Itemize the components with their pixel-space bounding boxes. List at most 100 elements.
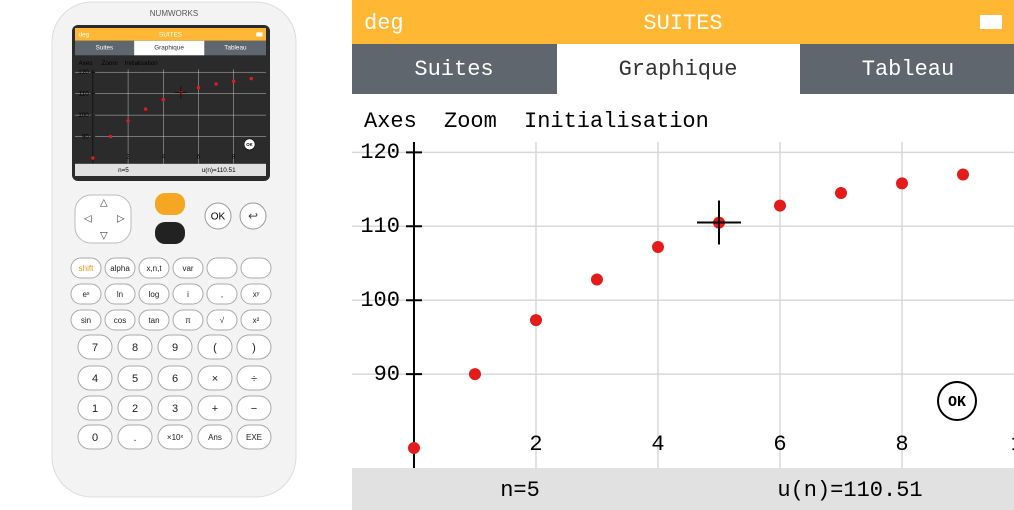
cursor-n: n=5 [500,478,540,503]
x-tick-label: 2 [126,154,130,161]
page: NUMWORKS deg SUITES Suites Graphique Tableau… [0,0,1014,510]
key-label: tan [148,316,159,325]
ok-key-label: OK [211,212,226,223]
function-key[interactable] [207,258,237,278]
key-label: 4 [92,373,98,385]
key-label: 7 [92,342,98,354]
key-label: 9 [172,342,178,354]
point [214,82,217,85]
battery [256,32,262,36]
key-label: 8 [132,342,138,354]
ok-label: OK [948,394,966,411]
nav-pad[interactable]: ◁▷ △▽ [75,195,131,243]
x-tick-label: 6 [773,432,786,457]
tab[interactable]: Suites [414,57,493,82]
home-key[interactable] [155,193,185,215]
point [109,135,112,138]
key-label: ( [213,342,217,354]
y-tick-label: 120 [360,140,400,165]
y-tick-label: 90 [82,133,90,140]
graph: 90100110120246810OK [352,140,1014,468]
x-tick-label: 4 [651,432,664,457]
key-label: cos [114,316,126,325]
key-label: sin [81,316,91,325]
screen-title: SUITES [643,11,722,36]
point [530,314,542,326]
menu-item[interactable]: Axes [78,60,92,67]
function-key[interactable] [241,258,271,278]
key-label: π [185,316,191,325]
key-label: ÷ [251,373,257,385]
y-tick-label: 110 [360,214,400,239]
calculator: NUMWORKS deg SUITES Suites Graphique Tableau… [0,0,352,510]
point [250,77,253,80]
key-label: x,n,t [146,264,162,273]
key-label: + [212,403,218,415]
key-label: √ [220,316,225,325]
menu-item[interactable]: Initialisation [524,109,709,134]
key-label: xʸ [253,290,260,299]
tab[interactable]: Graphique [619,57,738,82]
key-label: 3 [172,403,178,415]
point [162,98,165,101]
key-label: 6 [172,373,178,385]
key-label: EXE [246,433,262,442]
y-tick-label: 100 [360,288,400,313]
point [469,368,481,380]
point [591,273,603,285]
cursor-value: u(n)=110.51 [777,478,922,503]
key-label: i [187,290,189,299]
key-label: x² [253,316,260,325]
key-label: 2 [132,403,138,415]
power-key[interactable] [155,222,185,244]
key-label: log [149,290,160,299]
key-label: ) [252,342,256,354]
y-tick-label: 100 [78,112,89,119]
x-tick-label: 6 [197,154,201,161]
x-tick-label: 8 [232,154,236,161]
point [91,156,94,159]
key-label: 0 [92,432,98,444]
y-tick-label: 90 [374,362,400,387]
menu-item[interactable]: Zoom [102,60,118,67]
menu-item[interactable]: Axes [364,109,417,134]
point [197,86,200,89]
key-label: , [221,290,223,299]
svg-text:▷: ▷ [117,214,125,225]
point [144,107,147,110]
menu-item[interactable]: Initialisation [125,60,159,67]
point [408,442,420,454]
x-tick-label: 2 [529,432,542,457]
y-tick-label: 110 [79,90,90,97]
point [774,200,786,212]
key-label: 1 [92,403,98,415]
screen-title: SUITES [159,31,182,38]
x-tick-label: 8 [895,432,908,457]
key-label: alpha [110,264,130,273]
point [957,169,969,181]
key-label: ln [117,290,123,299]
point [835,187,847,199]
x-tick-label: 4 [162,154,166,161]
cursor-n: n=5 [118,167,129,174]
key-label: − [251,403,257,415]
ok-label: OK [246,142,253,147]
tab[interactable]: Tableau [224,45,247,52]
menu-item[interactable]: Zoom [444,109,497,134]
cursor-value: u(n)=110.51 [202,167,236,174]
footer-bar [75,164,266,176]
tab[interactable]: Graphique [154,45,184,52]
brand: NUMWORKS [150,9,198,18]
mode: deg [364,11,404,36]
key-label: 5 [132,373,138,385]
tab[interactable]: Tableau [862,57,954,82]
tab[interactable]: Suites [96,45,114,52]
point [126,119,129,122]
svg-text:▽: ▽ [100,231,108,242]
point [232,79,235,82]
svg-text:↩: ↩ [248,209,258,223]
svg-text:◁: ◁ [84,214,92,225]
key-label: × [212,373,218,385]
mode: deg [78,31,89,38]
battery [980,15,1002,29]
